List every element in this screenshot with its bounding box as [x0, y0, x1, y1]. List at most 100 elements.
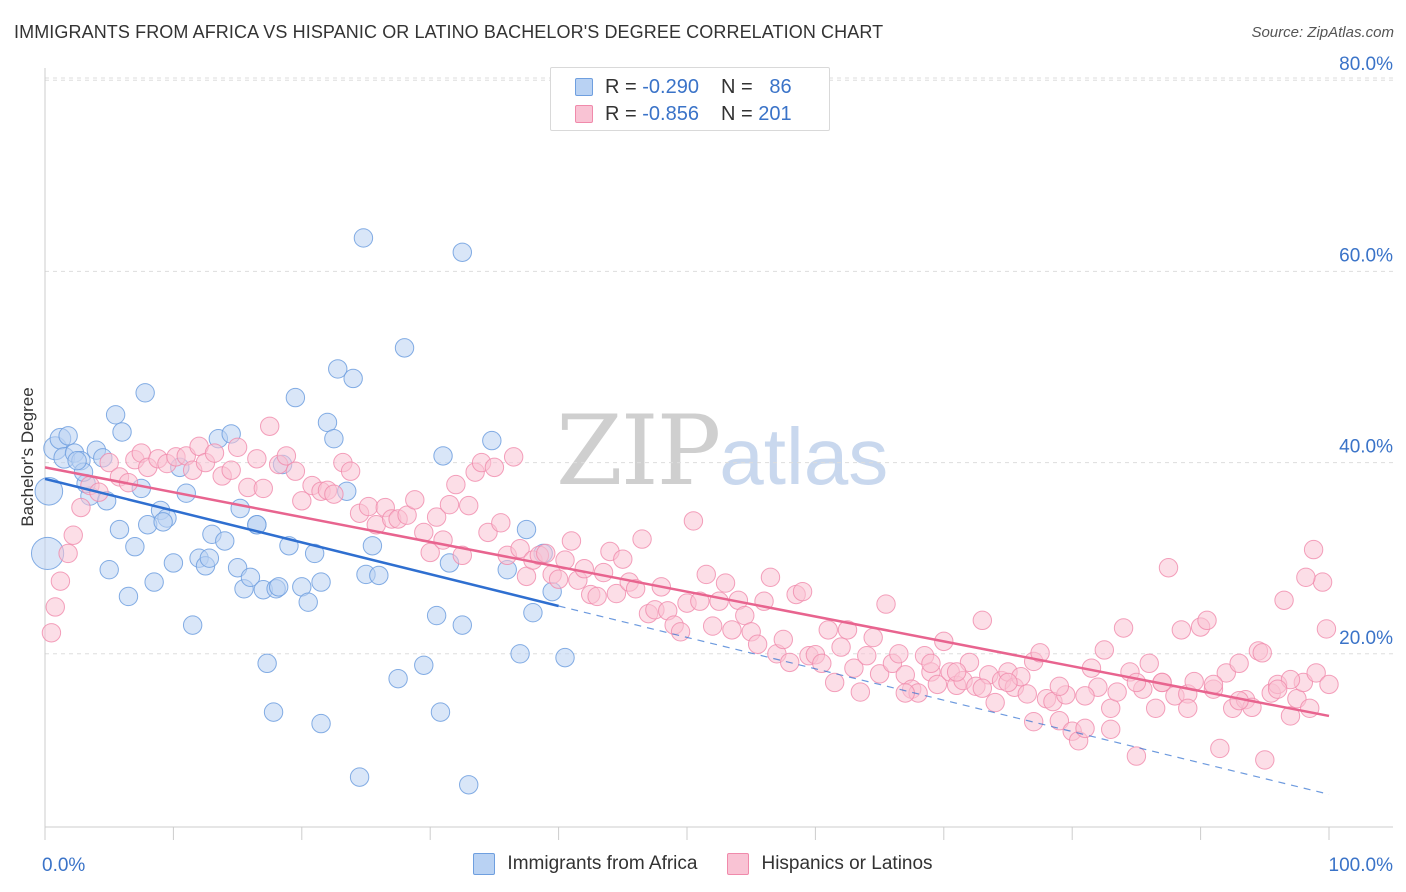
data-point-hispanic [696, 564, 716, 585]
data-point-hispanic [260, 416, 280, 436]
data-point-hispanic [998, 672, 1018, 693]
data-point-hispanic [510, 538, 530, 559]
data-point-hispanic [587, 586, 607, 607]
data-point-africa [304, 543, 325, 564]
data-point-hispanic [1229, 653, 1249, 674]
data-point-hispanic [503, 447, 524, 467]
data-point-africa [285, 387, 306, 408]
data-point-hispanic [1075, 686, 1095, 706]
legend-item-africa[interactable]: Immigrants from Africa [473, 853, 697, 875]
legend-n-value: 201 [758, 102, 792, 125]
data-point-africa [263, 702, 284, 722]
data-point-hispanic [452, 545, 472, 566]
data-point-africa [328, 359, 348, 379]
data-point-africa [343, 368, 363, 389]
legend-item-hispanic[interactable]: Hispanics or Latinos [727, 853, 933, 875]
data-point-hispanic [227, 437, 248, 458]
data-point-africa [257, 653, 277, 674]
legend-swatch-blue [575, 78, 593, 96]
data-point-africa [67, 450, 87, 471]
data-point-hispanic [253, 478, 273, 499]
data-point-hispanic [1316, 619, 1337, 639]
y-tick-label: 40.0% [1339, 437, 1393, 458]
data-point-hispanic [1113, 618, 1134, 638]
data-point-africa [362, 536, 383, 556]
correlation-legend: R = -0.290 N = 86 R = -0.856 N = 201 [550, 67, 830, 131]
x-tick-label-min: 0.0% [42, 855, 85, 876]
data-point-hispanic [1255, 750, 1275, 770]
data-point-hispanic [889, 644, 909, 664]
legend-r-value: -0.290 [642, 75, 699, 98]
data-point-hispanic [1303, 539, 1324, 560]
data-point-hispanic [857, 646, 877, 666]
data-point-hispanic [895, 683, 915, 703]
data-point-hispanic [574, 559, 594, 579]
data-point-africa [153, 512, 173, 532]
data-point-hispanic [1312, 572, 1333, 592]
data-point-africa [109, 519, 130, 540]
data-point-hispanic [715, 573, 736, 593]
data-point-africa [324, 429, 344, 449]
data-point-hispanic [683, 511, 704, 531]
series-legend: Immigrants from Africa Hispanics or Lati… [0, 849, 1406, 879]
data-point-hispanic [972, 610, 993, 631]
data-point-hispanic [484, 457, 505, 478]
data-point-hispanic [561, 531, 582, 551]
y-tick-label: 60.0% [1339, 245, 1393, 266]
data-point-africa [298, 592, 318, 612]
data-point-hispanic [818, 620, 838, 640]
data-point-hispanic [606, 583, 627, 604]
legend-swatch-pink [727, 853, 750, 875]
data-point-africa [353, 228, 374, 248]
data-point-hispanic [285, 461, 306, 481]
data-point-hispanic [670, 622, 691, 642]
data-point-africa [215, 531, 235, 551]
data-point-africa [182, 615, 203, 635]
data-point-hispanic [1280, 706, 1301, 726]
data-point-africa [99, 559, 119, 580]
data-point-hispanic [439, 494, 460, 515]
data-point-africa [58, 426, 78, 446]
data-point-hispanic [1300, 698, 1320, 718]
data-point-hispanic [876, 594, 896, 614]
data-point-hispanic [593, 562, 614, 583]
data-point-hispanic [1139, 653, 1159, 674]
data-point-hispanic [1049, 711, 1070, 731]
data-point-hispanic [99, 452, 119, 473]
data-point-hispanic [869, 664, 890, 684]
y-tick-label: 20.0% [1339, 628, 1393, 649]
data-point-hispanic [1145, 698, 1166, 718]
data-point-africa [135, 383, 155, 403]
data-point-hispanic [773, 629, 793, 650]
data-point-hispanic [946, 662, 967, 682]
data-point-africa [369, 565, 389, 586]
data-point-hispanic [844, 658, 864, 678]
data-point-africa [426, 605, 447, 626]
data-point-hispanic [221, 460, 241, 480]
data-point-hispanic [837, 620, 858, 640]
data-point-hispanic [792, 581, 813, 602]
data-point-hispanic [45, 597, 65, 617]
data-point-hispanic [824, 672, 845, 693]
legend-n-label: N = [720, 75, 753, 98]
trend-lines [44, 466, 1330, 795]
data-point-hispanic [1023, 711, 1044, 732]
data-point-hispanic [247, 449, 267, 469]
data-point-hispanic [536, 543, 556, 564]
data-point-hispanic [292, 491, 312, 511]
data-point-hispanic [831, 637, 851, 657]
data-point-hispanic [1101, 719, 1121, 740]
data-point-hispanic [690, 591, 710, 611]
data-point-africa [125, 537, 145, 557]
data-point-hispanic [420, 542, 440, 563]
legend-n-value: 86 [769, 75, 792, 98]
data-point-hispanic [324, 484, 344, 504]
data-point-africa [482, 430, 502, 451]
data-point-hispanic [863, 627, 883, 648]
data-point-africa [105, 405, 126, 425]
data-point-africa [317, 412, 338, 433]
data-point-hispanic [972, 678, 993, 698]
x-tick-label-max: 100.0% [1329, 855, 1394, 876]
data-point-hispanic [735, 605, 755, 626]
data-point-africa [311, 572, 331, 592]
